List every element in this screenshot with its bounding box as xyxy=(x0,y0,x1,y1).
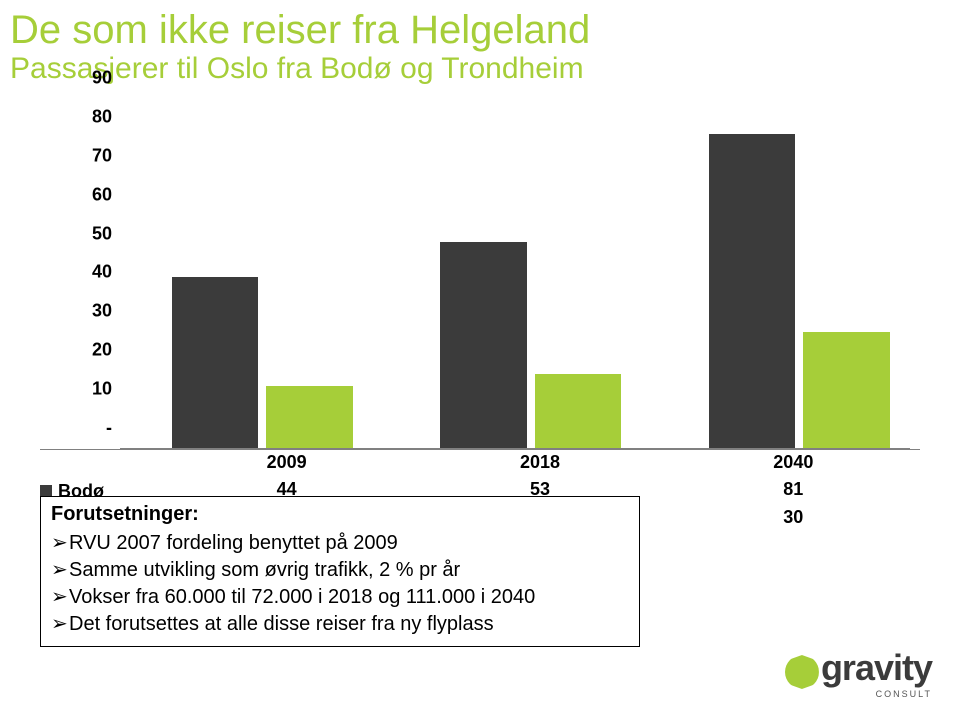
y-tick-label: 30 xyxy=(40,301,112,322)
table-header-row: 200920182040 xyxy=(40,449,920,477)
page-title: De som ikke reiser fra Helgeland xyxy=(0,0,960,52)
y-tick-label: 90 xyxy=(40,68,112,89)
bar-group xyxy=(160,99,365,448)
table-header-cell: 2040 xyxy=(667,450,920,477)
assumption-item: RVU 2007 fordeling benyttet på 2009 xyxy=(51,530,629,557)
bar-group xyxy=(697,99,902,448)
logo-brand: gravity xyxy=(821,647,932,688)
plot-area xyxy=(120,99,910,449)
assumption-item: Vokser fra 60.000 til 72.000 i 2018 og 1… xyxy=(51,584,629,611)
assumptions-header: Forutsetninger: xyxy=(51,501,629,528)
bar xyxy=(440,242,526,448)
bar xyxy=(803,332,889,448)
y-tick-label: 40 xyxy=(40,262,112,283)
bar-chart: -102030405060708090 xyxy=(40,99,920,449)
y-tick-label: 10 xyxy=(40,379,112,400)
bar xyxy=(266,386,352,448)
y-tick-label: - xyxy=(40,418,112,439)
assumptions-box: Forutsetninger: RVU 2007 fordeling benyt… xyxy=(40,496,640,647)
bar xyxy=(535,374,621,448)
table-header-label xyxy=(40,450,160,477)
logo-icon xyxy=(785,655,819,689)
y-tick-label: 20 xyxy=(40,340,112,361)
assumption-item: Samme utvikling som øvrig trafikk, 2 % p… xyxy=(51,557,629,584)
table-cell: 30 xyxy=(667,505,920,533)
assumption-item: Det forutsettes at alle disse reiser fra… xyxy=(51,611,629,638)
bar xyxy=(709,134,795,448)
bar xyxy=(172,277,258,448)
bar-group xyxy=(428,99,633,448)
y-tick-label: 80 xyxy=(40,106,112,127)
table-cell: 81 xyxy=(667,477,920,505)
table-header-cell: 2009 xyxy=(160,450,413,477)
page-subtitle: Passasjerer til Oslo fra Bodø og Trondhe… xyxy=(0,52,960,93)
gravity-logo: gravity CONSULT xyxy=(785,647,932,699)
y-tick-label: 60 xyxy=(40,184,112,205)
y-tick-label: 70 xyxy=(40,145,112,166)
y-tick-label: 50 xyxy=(40,223,112,244)
table-header-cell: 2018 xyxy=(413,450,666,477)
